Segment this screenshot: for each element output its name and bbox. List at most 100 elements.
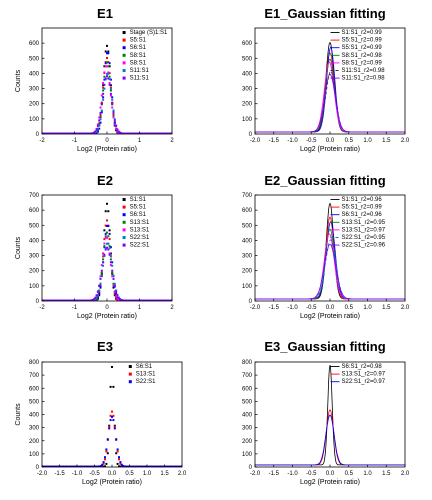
data-point bbox=[67, 465, 70, 467]
data-point bbox=[65, 299, 68, 301]
data-point bbox=[108, 232, 111, 235]
data-point bbox=[133, 299, 136, 301]
data-point bbox=[105, 448, 108, 451]
data-point bbox=[179, 465, 182, 467]
data-point bbox=[94, 298, 97, 301]
y-tick-label: 200 bbox=[242, 102, 253, 108]
y-tick-label: 100 bbox=[242, 452, 253, 458]
data-point bbox=[91, 298, 94, 301]
data-point bbox=[125, 465, 127, 467]
data-point bbox=[181, 465, 182, 467]
data-point bbox=[142, 132, 145, 134]
data-point bbox=[119, 461, 122, 464]
data-point bbox=[106, 44, 108, 47]
data-point bbox=[63, 132, 66, 134]
data-point bbox=[112, 286, 115, 289]
data-point bbox=[85, 465, 88, 467]
data-point bbox=[129, 465, 132, 467]
data-point bbox=[104, 456, 106, 459]
data-point bbox=[116, 448, 119, 451]
y-tick-label: 700 bbox=[242, 373, 253, 379]
chart-panel-2: E1_Gaussian fitting -2.0 -1.5 -1.0 -0.5 0.0 0.… bbox=[242, 6, 410, 153]
data-point bbox=[45, 465, 48, 467]
data-point bbox=[115, 295, 118, 298]
data-point bbox=[137, 299, 140, 301]
data-point bbox=[128, 299, 131, 301]
y-tick-label: 200 bbox=[29, 269, 40, 275]
data-layer bbox=[42, 44, 172, 134]
data-point bbox=[115, 290, 118, 293]
data-point bbox=[125, 132, 128, 134]
x-axis-label: Log2 (Protein ratio) bbox=[300, 479, 360, 486]
data-point bbox=[54, 299, 56, 301]
data-point bbox=[53, 465, 56, 467]
chart-panel-4: E2_Gaussian fitting -2.0 -1.5 -1.0 -0.5 0.0 0.… bbox=[242, 173, 410, 320]
data-point bbox=[70, 299, 73, 301]
data-point bbox=[99, 285, 102, 288]
x-tick-label: -1 bbox=[72, 305, 78, 311]
legend-label: S13:S1_r2=0.97 bbox=[342, 372, 386, 378]
legend-marker bbox=[122, 213, 126, 217]
data-point bbox=[116, 297, 119, 300]
data-point bbox=[94, 465, 97, 467]
data-point bbox=[147, 465, 150, 467]
y-tick-label: 600 bbox=[29, 208, 40, 214]
data-point bbox=[56, 465, 59, 467]
data-point bbox=[111, 106, 114, 109]
data-point bbox=[109, 94, 112, 97]
legend-label: S6:S1 bbox=[136, 364, 153, 370]
y-tick-label: 500 bbox=[29, 399, 40, 405]
legend-marker bbox=[128, 380, 132, 384]
y-tick-label: 100 bbox=[29, 117, 40, 123]
data-point bbox=[72, 132, 75, 134]
legend-marker bbox=[122, 46, 126, 50]
data-point bbox=[66, 465, 69, 467]
y-tick-label: 300 bbox=[29, 87, 40, 93]
data-point bbox=[130, 132, 133, 134]
y-axis-label: Counts bbox=[15, 69, 22, 92]
y-tick-label: 700 bbox=[29, 193, 40, 199]
data-point bbox=[137, 465, 140, 467]
data-point bbox=[52, 299, 55, 301]
data-point bbox=[115, 296, 118, 299]
data-point bbox=[106, 246, 108, 249]
y-tick-label: 0 bbox=[249, 465, 253, 471]
data-point bbox=[108, 78, 111, 81]
data-point bbox=[112, 277, 115, 280]
data-point bbox=[84, 465, 87, 467]
y-tick-label: 100 bbox=[29, 284, 40, 290]
data-point bbox=[102, 82, 105, 85]
data-point bbox=[117, 298, 120, 301]
data-point bbox=[87, 299, 90, 301]
data-point bbox=[46, 132, 49, 134]
legend-label: S22:S1 bbox=[130, 243, 150, 249]
y-tick-label: 300 bbox=[29, 426, 40, 432]
data-point bbox=[143, 299, 146, 301]
data-point bbox=[161, 132, 164, 134]
data-point bbox=[111, 102, 114, 105]
x-tick-label: 0.5 bbox=[345, 305, 354, 311]
data-point bbox=[104, 235, 107, 238]
data-point bbox=[161, 299, 164, 301]
y-tick-label: 200 bbox=[242, 269, 253, 275]
data-point bbox=[74, 299, 77, 301]
legend-marker bbox=[122, 61, 126, 65]
x-tick-label: 0.5 bbox=[345, 471, 354, 477]
data-point bbox=[102, 264, 105, 267]
data-point bbox=[146, 299, 149, 301]
data-point bbox=[171, 299, 172, 301]
data-point bbox=[43, 132, 46, 134]
data-point bbox=[106, 72, 108, 75]
data-point bbox=[103, 71, 106, 74]
data-point bbox=[112, 116, 115, 119]
data-point bbox=[169, 465, 172, 467]
data-point bbox=[107, 248, 110, 251]
data-point bbox=[104, 232, 107, 235]
x-tick-label: 1.0 bbox=[363, 138, 372, 144]
data-point bbox=[112, 111, 115, 114]
chart-title: E3_Gaussian fitting bbox=[264, 339, 385, 354]
x-tick-label: 0 bbox=[105, 138, 109, 144]
data-point bbox=[99, 121, 102, 124]
data-point bbox=[103, 245, 106, 248]
series-line bbox=[255, 52, 405, 133]
